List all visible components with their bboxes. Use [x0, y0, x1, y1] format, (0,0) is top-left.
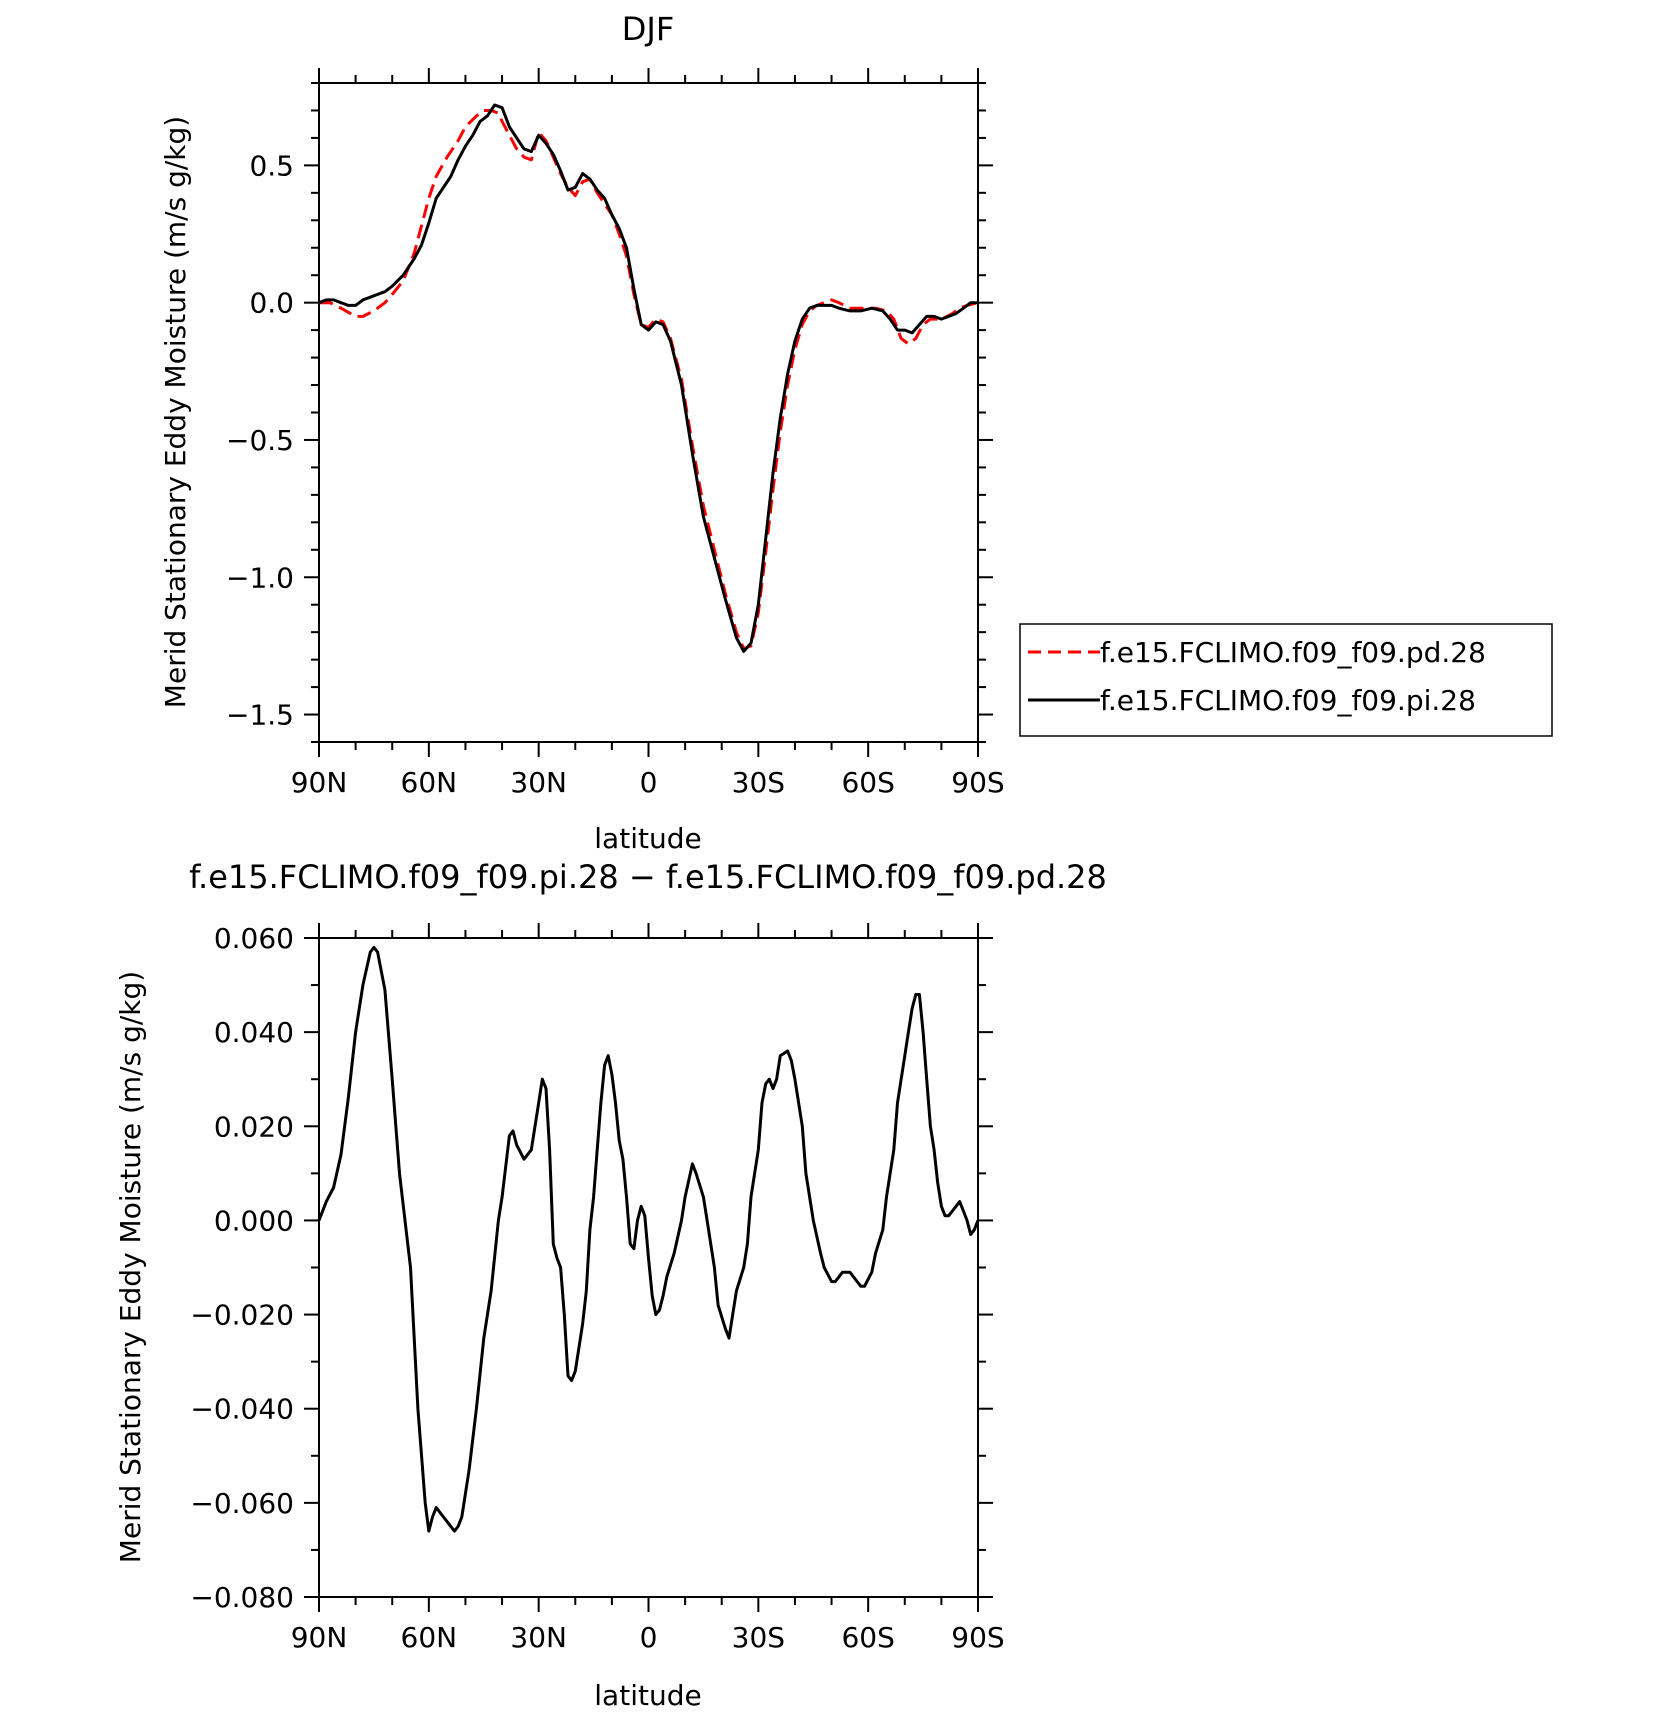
top-plot: DJF 90N 60N 30N 0 30S 60S 90S 0.5 0.0 −0.5 −1.0 −1…	[159, 10, 1005, 855]
top-y-tick-labels: 0.5 0.0 −0.5 −1.0 −1.5	[226, 149, 294, 731]
y-tick-label: 0.040	[214, 1016, 294, 1049]
x-tick-label: 60S	[841, 1621, 894, 1654]
top-x-tick-labels: 90N 60N 30N 0 30S 60S 90S	[291, 766, 1005, 799]
y-tick-label: 0.020	[214, 1110, 294, 1143]
top-series-line-0	[319, 109, 979, 651]
y-tick-label: 0.0	[249, 287, 294, 320]
y-tick-label: −1.0	[226, 561, 294, 594]
x-tick-label: 60N	[401, 1621, 458, 1654]
top-plot-frame	[318, 82, 979, 743]
bottom-axis-ticks	[304, 923, 993, 1612]
x-tick-label: 90S	[951, 1621, 1004, 1654]
y-tick-label: −0.060	[190, 1487, 294, 1520]
y-tick-label: 0.000	[214, 1204, 294, 1237]
top-series-lines	[318, 103, 979, 653]
bottom-x-tick-labels: 90N 60N 30N 0 30S 60S 90S	[291, 1621, 1005, 1654]
x-tick-label: 0	[640, 1621, 658, 1654]
x-tick-label: 90N	[291, 1621, 348, 1654]
y-tick-label: −0.5	[226, 424, 294, 457]
x-tick-label: 30S	[732, 1621, 785, 1654]
top-chart-title: DJF	[622, 10, 674, 48]
x-tick-label: 30N	[510, 1621, 567, 1654]
bottom-chart-title: f.e15.FCLIMO.f09_f09.pi.28 − f.e15.FCLIM…	[189, 858, 1107, 896]
top-series-line-1	[318, 103, 978, 653]
y-tick-label: −0.040	[190, 1393, 294, 1426]
y-tick-label: 0.5	[249, 149, 294, 182]
bottom-plot: f.e15.FCLIMO.f09_f09.pi.28 − f.e15.FCLIM…	[114, 858, 1107, 1712]
y-tick-label: −0.020	[190, 1299, 294, 1332]
bottom-x-axis-label: latitude	[594, 1679, 701, 1712]
y-tick-label: −0.080	[190, 1581, 294, 1614]
legend: f.e15.FCLIMO.f09_f09.pd.28 f.e15.FCLIMO.…	[1019, 623, 1553, 737]
top-x-axis-label: latitude	[594, 822, 701, 855]
x-tick-label: 0	[640, 766, 658, 799]
x-tick-label: 30S	[732, 766, 785, 799]
y-tick-label: 0.060	[214, 922, 294, 955]
bottom-y-tick-labels: 0.060 0.040 0.020 0.000 −0.020 −0.040 −0.060 −0…	[190, 922, 294, 1614]
y-tick-label: −1.5	[226, 699, 294, 732]
legend-box	[1019, 623, 1553, 737]
x-tick-label: 90S	[951, 766, 1004, 799]
top-y-axis-label: Merid Stationary Eddy Moisture (m/s g/kg…	[159, 116, 192, 708]
x-tick-label: 30N	[510, 766, 567, 799]
top-axis-ticks	[304, 68, 993, 757]
bottom-series-lines	[317, 945, 980, 1533]
x-tick-label: 60S	[841, 766, 894, 799]
x-tick-label: 90N	[291, 766, 348, 799]
x-tick-label: 60N	[401, 766, 458, 799]
legend-label-pd: f.e15.FCLIMO.f09_f09.pd.28	[1100, 636, 1486, 669]
bottom-y-axis-label: Merid Stationary Eddy Moisture (m/s g/kg…	[114, 971, 147, 1563]
legend-label-pi: f.e15.FCLIMO.f09_f09.pi.28	[1100, 684, 1476, 717]
bottom-series-line-0	[317, 945, 980, 1533]
